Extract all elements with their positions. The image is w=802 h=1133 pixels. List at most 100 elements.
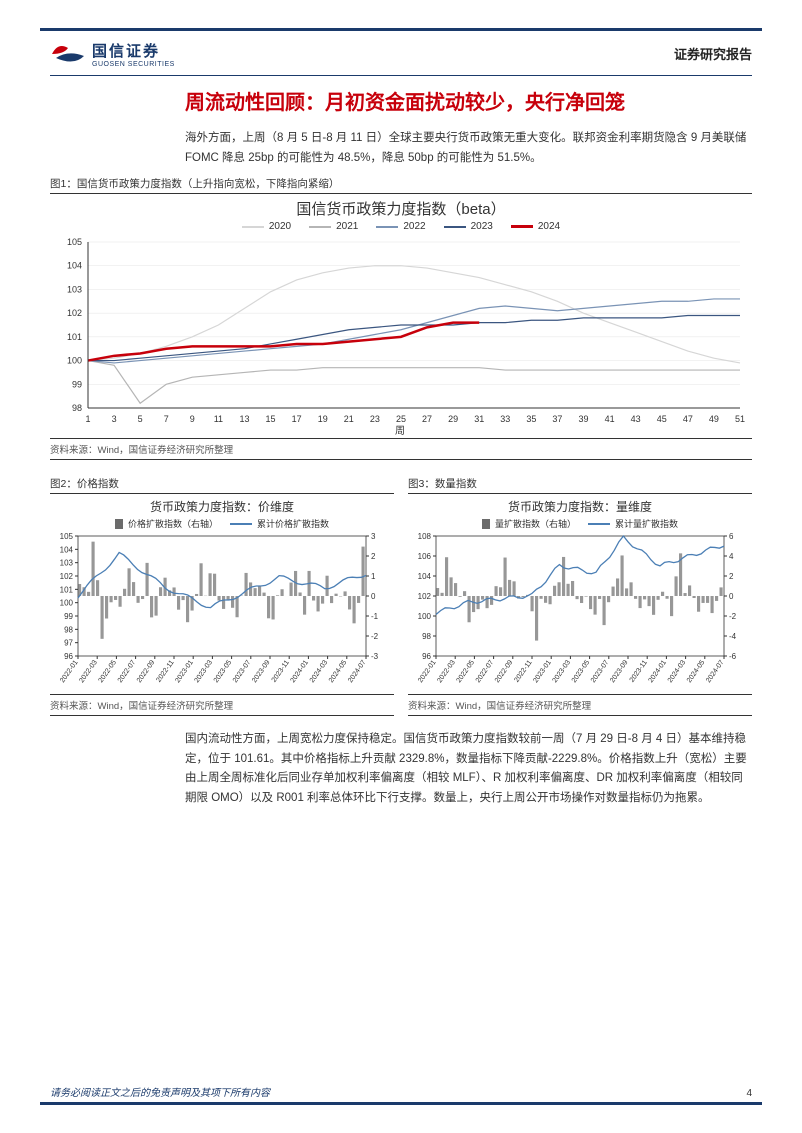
svg-text:2022-03: 2022-03	[78, 659, 99, 684]
svg-text:11: 11	[214, 414, 223, 424]
para-domestic: 国内流动性方面，上周宽松力度保持稳定。国信货币政策力度指数较前一周（7 月 29…	[185, 730, 752, 808]
para-overseas: 海外方面，上周（8 月 5 日-8 月 11 日）全球主要央行货币政策无重大变化…	[185, 129, 752, 168]
svg-text:2023-11: 2023-11	[629, 659, 649, 684]
svg-text:102: 102	[418, 592, 432, 601]
svg-text:103: 103	[60, 559, 74, 568]
page-number: 4	[746, 1088, 752, 1099]
svg-text:43: 43	[631, 414, 641, 424]
svg-text:19: 19	[318, 414, 328, 424]
svg-text:2022-05: 2022-05	[456, 659, 477, 684]
svg-text:104: 104	[60, 545, 74, 554]
logo-cn: 国信证券	[92, 40, 175, 61]
svg-text:2022-05: 2022-05	[98, 659, 119, 684]
svg-text:29: 29	[448, 414, 458, 424]
svg-text:2022-09: 2022-09	[136, 659, 157, 684]
svg-text:99: 99	[72, 379, 82, 389]
legend-item: 价格扩散指数（右轴）	[115, 517, 218, 530]
svg-text:4: 4	[729, 552, 734, 561]
figure1-svg: 9899100101102103104105135791113151719212…	[50, 236, 750, 436]
svg-text:2023-07: 2023-07	[590, 659, 611, 684]
legend-item: 2020	[242, 221, 291, 232]
svg-text:0: 0	[729, 592, 734, 601]
legend-item: 2023	[444, 221, 493, 232]
svg-text:2022-11: 2022-11	[155, 659, 175, 684]
svg-text:108: 108	[418, 532, 432, 541]
svg-text:96: 96	[422, 652, 431, 661]
legend-item: 量扩散指数（右轴）	[482, 517, 576, 530]
svg-text:21: 21	[344, 414, 354, 424]
svg-text:100: 100	[418, 612, 432, 621]
svg-text:3: 3	[112, 414, 117, 424]
svg-text:7: 7	[164, 414, 169, 424]
svg-text:2022-11: 2022-11	[513, 659, 533, 684]
svg-text:33: 33	[500, 414, 510, 424]
svg-text:102: 102	[67, 308, 82, 318]
svg-text:49: 49	[709, 414, 719, 424]
svg-text:1: 1	[85, 414, 90, 424]
svg-text:周: 周	[395, 425, 405, 436]
figure2-svg: 96979899100101102103104105-3-2-101232022…	[50, 532, 390, 692]
svg-text:-6: -6	[729, 652, 737, 661]
svg-text:2023-01: 2023-01	[532, 659, 553, 684]
svg-text:101: 101	[60, 585, 74, 594]
svg-text:0: 0	[371, 592, 376, 601]
logo-en: GUOSEN SECURITIES	[92, 61, 175, 68]
svg-text:103: 103	[67, 285, 82, 295]
footer-disclaimer: 请务必阅读正文之后的免责声明及其项下所有内容	[50, 1084, 270, 1099]
svg-text:2023-11: 2023-11	[271, 659, 291, 684]
svg-text:47: 47	[683, 414, 693, 424]
svg-text:5: 5	[138, 414, 143, 424]
figure2-legend: 价格扩散指数（右轴） 累计价格扩散指数	[50, 517, 394, 530]
svg-text:2024-03: 2024-03	[309, 659, 330, 684]
svg-text:2023-03: 2023-03	[194, 659, 215, 684]
svg-text:45: 45	[657, 414, 667, 424]
figure3-title: 货币政策力度指数：量维度	[408, 498, 752, 515]
svg-text:2024-01: 2024-01	[648, 659, 669, 684]
svg-text:2023-05: 2023-05	[571, 659, 592, 684]
figure1-chart: 国信货币政策力度指数（beta） 20202021202220232024 98…	[50, 198, 752, 436]
svg-text:104: 104	[67, 261, 82, 271]
svg-text:102: 102	[60, 572, 74, 581]
figure3-col: 图3：数量指数 货币政策力度指数：量维度 量扩散指数（右轴）累计量扩散指数 96…	[408, 470, 752, 716]
svg-text:25: 25	[396, 414, 406, 424]
svg-text:37: 37	[552, 414, 562, 424]
svg-text:2023-07: 2023-07	[232, 659, 253, 684]
svg-text:35: 35	[526, 414, 536, 424]
svg-text:96: 96	[64, 652, 73, 661]
main-title: 周流动性回顾：月初资金面扰动较少，央行净回笼	[185, 90, 752, 117]
svg-text:-2: -2	[371, 632, 379, 641]
svg-text:6: 6	[729, 532, 734, 541]
svg-text:99: 99	[64, 612, 73, 621]
figure1-label: 图1：国信货币政策力度指数（上升指向宽松，下降指向紧缩）	[50, 176, 752, 194]
svg-text:17: 17	[292, 414, 302, 424]
figure2-label: 图2：价格指数	[50, 476, 394, 494]
figure3-source: 资料来源：Wind，国信证券经济研究所整理	[408, 694, 752, 716]
figures-row: 图2：价格指数 货币政策力度指数：价维度 价格扩散指数（右轴）累计价格扩散指数 …	[50, 470, 752, 716]
svg-text:41: 41	[605, 414, 615, 424]
svg-text:98: 98	[422, 632, 431, 641]
svg-text:2023-09: 2023-09	[609, 659, 630, 684]
svg-text:39: 39	[579, 414, 589, 424]
svg-text:31: 31	[474, 414, 484, 424]
svg-text:2024-05: 2024-05	[686, 659, 707, 684]
svg-text:105: 105	[67, 237, 82, 247]
logo-icon	[50, 40, 86, 68]
figure2-title: 货币政策力度指数：价维度	[50, 498, 394, 515]
svg-text:2023-09: 2023-09	[251, 659, 272, 684]
svg-text:2022-07: 2022-07	[475, 659, 496, 684]
figure1-source: 资料来源：Wind，国信证券经济研究所整理	[50, 438, 752, 460]
svg-text:98: 98	[72, 403, 82, 413]
figure2-source: 资料来源：Wind，国信证券经济研究所整理	[50, 694, 394, 716]
svg-text:2024-03: 2024-03	[667, 659, 688, 684]
svg-text:2: 2	[729, 572, 734, 581]
svg-text:2022-01: 2022-01	[417, 659, 438, 684]
svg-text:2022-01: 2022-01	[59, 659, 80, 684]
legend-item: 累计价格扩散指数	[230, 517, 329, 530]
svg-text:105: 105	[60, 532, 74, 541]
figure3-svg: 9698100102104106108-6-4-202462022-012022…	[408, 532, 748, 692]
svg-text:15: 15	[266, 414, 276, 424]
svg-text:2022-03: 2022-03	[436, 659, 457, 684]
svg-text:-1: -1	[371, 612, 379, 621]
legend-item: 2022	[376, 221, 425, 232]
svg-text:101: 101	[67, 332, 82, 342]
